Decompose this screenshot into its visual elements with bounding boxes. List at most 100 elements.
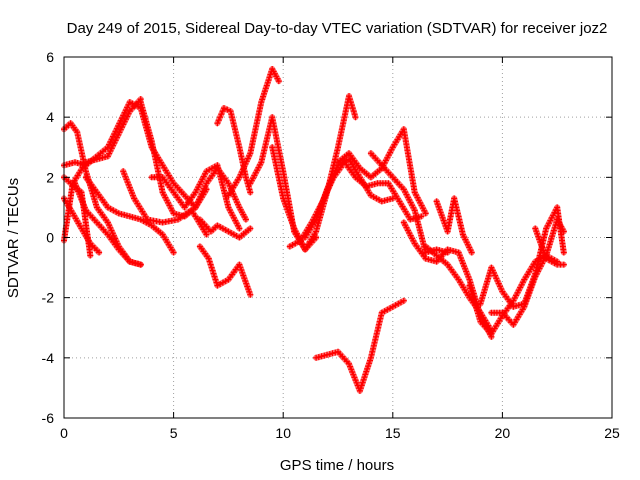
data-point [455, 213, 462, 220]
data-point [113, 125, 120, 132]
data-point [135, 215, 141, 222]
data-point [237, 147, 243, 154]
data-point [78, 147, 85, 154]
data-point [278, 189, 285, 196]
data-point [201, 185, 207, 192]
data-point [240, 166, 246, 173]
data-point [466, 282, 473, 289]
data-point [287, 214, 294, 221]
data-point [251, 129, 258, 136]
data-point [348, 366, 355, 373]
data-point [318, 202, 325, 209]
data-point [329, 350, 336, 357]
data-point [549, 233, 556, 240]
data-point [535, 233, 542, 240]
data-point [455, 249, 462, 256]
data-point [233, 132, 240, 139]
series-track-16 [269, 93, 359, 253]
data-point [528, 284, 535, 291]
data-point [265, 129, 272, 136]
data-point [451, 198, 458, 205]
data-point [407, 216, 414, 223]
y-tick-label: -6 [42, 410, 55, 426]
data-point [471, 299, 478, 306]
data-point [539, 244, 546, 251]
data-point [550, 230, 556, 237]
data-point [481, 286, 488, 293]
data-point [346, 360, 352, 367]
data-point [238, 267, 245, 273]
data-point [132, 214, 139, 221]
data-point [548, 235, 555, 242]
data-point [76, 141, 83, 148]
data-point [550, 227, 557, 234]
data-point [482, 284, 489, 290]
data-point [277, 183, 284, 190]
data-point [213, 279, 220, 286]
data-point [474, 307, 481, 314]
data-point [330, 173, 337, 179]
data-point [90, 193, 97, 200]
data-point [416, 224, 423, 231]
data-point [497, 283, 503, 290]
data-point [533, 228, 540, 235]
data-point [234, 138, 241, 145]
data-point [236, 225, 243, 232]
data-point [326, 181, 333, 187]
data-point [450, 248, 457, 254]
data-point [454, 210, 461, 217]
data-point [261, 144, 268, 151]
data-point [551, 209, 558, 216]
data-point [560, 261, 567, 268]
data-point [435, 203, 442, 210]
data-point [130, 192, 136, 199]
data-point [170, 210, 177, 217]
data-point [321, 352, 328, 359]
data-point [80, 156, 87, 163]
data-point [537, 239, 544, 246]
data-point [77, 144, 84, 151]
data-point [510, 303, 517, 310]
data-point [378, 312, 385, 319]
data-point [224, 201, 231, 208]
data-point [264, 79, 271, 86]
data-point [373, 333, 379, 340]
data-point [260, 93, 267, 100]
data-point [440, 217, 447, 224]
data-point [332, 153, 339, 160]
data-point [196, 196, 203, 203]
data-point [413, 215, 420, 222]
data-point [522, 301, 529, 307]
data-point [534, 230, 541, 237]
data-point [322, 191, 328, 198]
data-point [108, 227, 115, 234]
data-point [422, 210, 429, 217]
data-point [106, 222, 113, 229]
data-point [217, 114, 224, 121]
series-track-06 [61, 174, 94, 259]
data-point [323, 189, 329, 196]
data-point [219, 108, 226, 115]
data-series [61, 66, 567, 394]
data-point [269, 117, 276, 124]
data-point [102, 154, 109, 160]
data-point [87, 252, 94, 259]
data-point [250, 135, 257, 142]
data-point [349, 105, 356, 112]
data-point [552, 222, 559, 228]
data-point [246, 186, 253, 193]
data-point [141, 113, 148, 120]
data-point [475, 313, 482, 320]
data-point [477, 300, 484, 307]
data-point [236, 261, 243, 268]
data-point [74, 132, 81, 139]
data-point [126, 184, 133, 191]
y-axis-label: SDTVAR / TECUs [5, 178, 22, 298]
data-point [536, 236, 543, 243]
data-point [119, 115, 125, 122]
data-point [227, 108, 234, 115]
data-point [462, 265, 469, 272]
data-point [104, 144, 111, 151]
data-point [126, 258, 133, 265]
data-point [547, 238, 554, 245]
